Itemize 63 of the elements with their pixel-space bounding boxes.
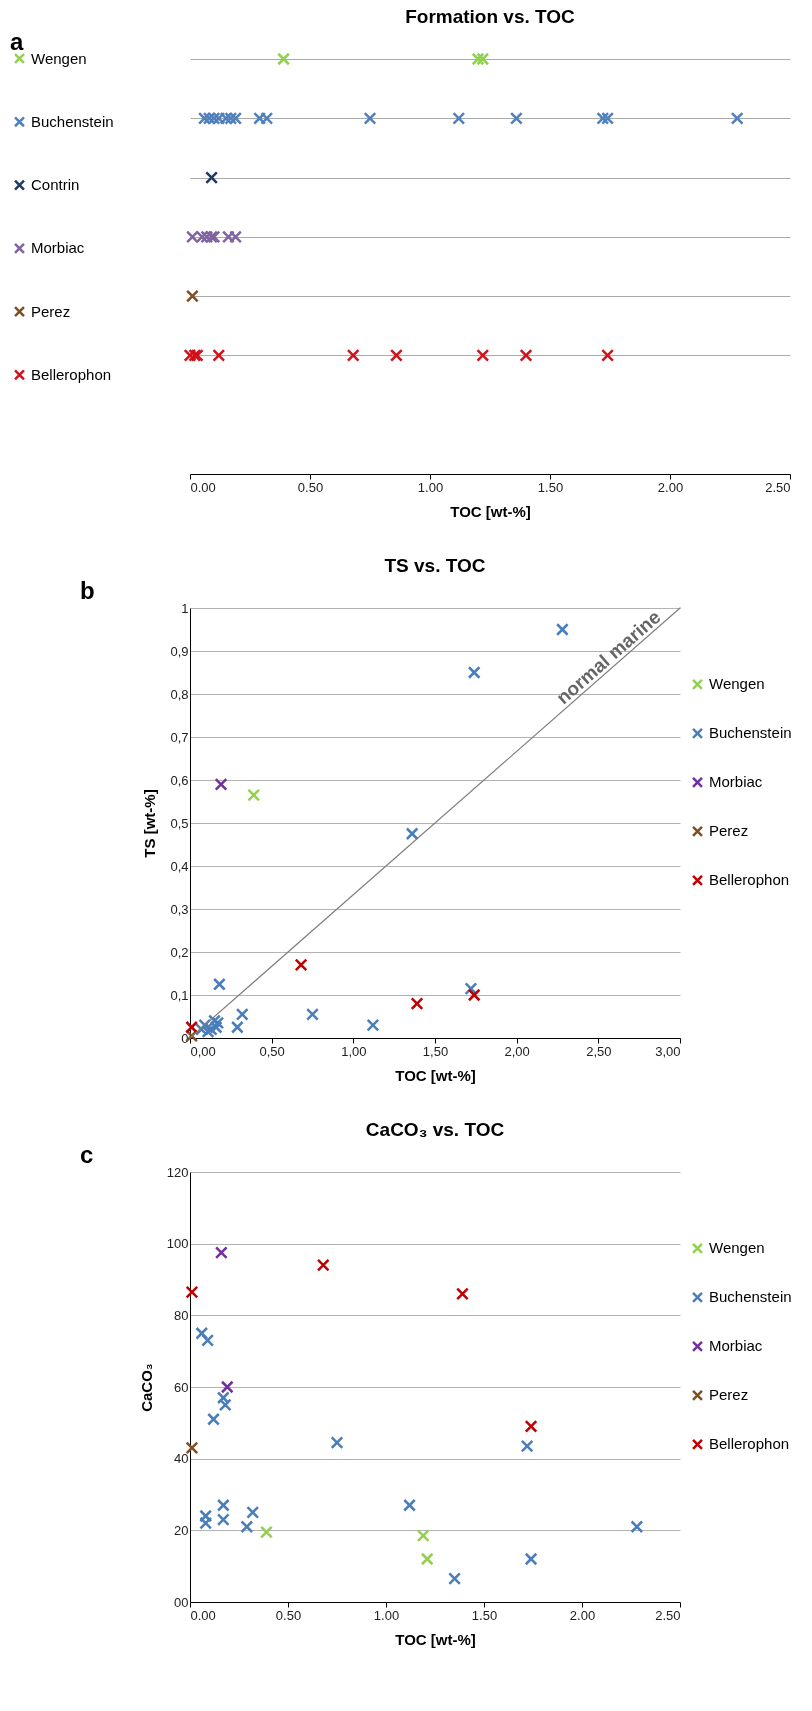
chart-title: CaCO₃ vs. TOC bbox=[365, 1119, 505, 1140]
y-tick-label: 0,1 bbox=[170, 987, 189, 1003]
chart-title: Formation vs. TOC bbox=[405, 6, 576, 27]
text: c bbox=[80, 1141, 94, 1168]
legend-label: Bellerophon bbox=[709, 1435, 790, 1453]
legend-label: Bellerophon bbox=[31, 365, 112, 383]
y-axis-title: CaCO₃ bbox=[137, 1363, 155, 1412]
x-tick-label: 2.00 bbox=[657, 479, 684, 495]
y-tick-label: 100 bbox=[166, 1236, 189, 1252]
x-tick-label: 2.00 bbox=[569, 1607, 596, 1623]
legend-label: Wengen bbox=[709, 1239, 765, 1257]
y-tick-label: 60 bbox=[174, 1379, 189, 1395]
x-axis-title: TOC [wt-%] bbox=[395, 1630, 476, 1648]
x-tick-label: 1.50 bbox=[537, 479, 564, 495]
legend-label: Buchenstein bbox=[709, 1288, 792, 1306]
y-tick-label: 80 bbox=[174, 1307, 189, 1323]
x-axis-title: TOC [wt-%] bbox=[395, 1066, 476, 1084]
x-tick-label: 0.00 bbox=[190, 1607, 216, 1623]
x-tick-label: 2,50 bbox=[586, 1043, 612, 1059]
y-tick-label: 0,2 bbox=[170, 944, 189, 960]
x-tick-label: 0,00 bbox=[190, 1043, 216, 1059]
legend-label: Morbiac bbox=[31, 239, 85, 257]
x-tick-label: 1.50 bbox=[471, 1607, 498, 1623]
x-tick-label: 0,50 bbox=[259, 1043, 285, 1059]
x-axis-title: TOC [wt-%] bbox=[450, 502, 531, 520]
legend-label: Perez bbox=[709, 1386, 749, 1404]
y-tick-label: 0,3 bbox=[170, 901, 189, 917]
y-tick-label: 0,4 bbox=[170, 858, 189, 874]
legend-label: Bellerophon bbox=[709, 871, 790, 889]
legend-label: Perez bbox=[709, 822, 749, 840]
y-tick-label: 0,9 bbox=[170, 643, 189, 659]
legend-label: Buchenstein bbox=[31, 112, 114, 130]
y-tick-label: 20 bbox=[174, 1522, 189, 1538]
legend-label: Buchenstein bbox=[709, 724, 792, 742]
x-tick-label: 2.50 bbox=[765, 479, 791, 495]
x-tick-label: 2,00 bbox=[504, 1043, 530, 1059]
y-axis-title: TS [wt-%] bbox=[141, 789, 159, 858]
x-tick-label: 1.00 bbox=[417, 479, 444, 495]
legend-label: Contrin bbox=[31, 176, 80, 194]
legend-label: Wengen bbox=[31, 49, 87, 67]
x-tick-label: 0.50 bbox=[297, 479, 324, 495]
x-tick-label: 0.50 bbox=[275, 1607, 302, 1623]
x-tick-label: 1,50 bbox=[422, 1043, 449, 1059]
y-tick-label: 0,7 bbox=[170, 729, 189, 745]
y-tick-label: 1 bbox=[181, 600, 189, 616]
y-tick-label: 00 bbox=[174, 1594, 189, 1610]
legend-label: Wengen bbox=[709, 675, 765, 693]
y-tick-label: 40 bbox=[174, 1451, 189, 1467]
y-tick-label: 0,5 bbox=[170, 815, 189, 831]
legend-label: Morbiac bbox=[709, 1337, 763, 1355]
x-tick-label: 0.00 bbox=[190, 479, 216, 495]
x-tick-label: 1,00 bbox=[341, 1043, 367, 1059]
x-tick-label: 3,00 bbox=[655, 1043, 681, 1059]
legend-label: Morbiac bbox=[709, 773, 763, 791]
legend-label: Perez bbox=[31, 302, 71, 320]
chart-title: TS vs. TOC bbox=[384, 555, 486, 576]
text: b bbox=[80, 577, 95, 604]
x-tick-label: 2.50 bbox=[655, 1607, 681, 1623]
x-tick-label: 1.00 bbox=[373, 1607, 400, 1623]
y-tick-label: 120 bbox=[166, 1164, 189, 1180]
text: a bbox=[10, 28, 24, 55]
y-tick-label: 0,8 bbox=[170, 686, 189, 702]
y-tick-label: 0,6 bbox=[170, 772, 189, 788]
